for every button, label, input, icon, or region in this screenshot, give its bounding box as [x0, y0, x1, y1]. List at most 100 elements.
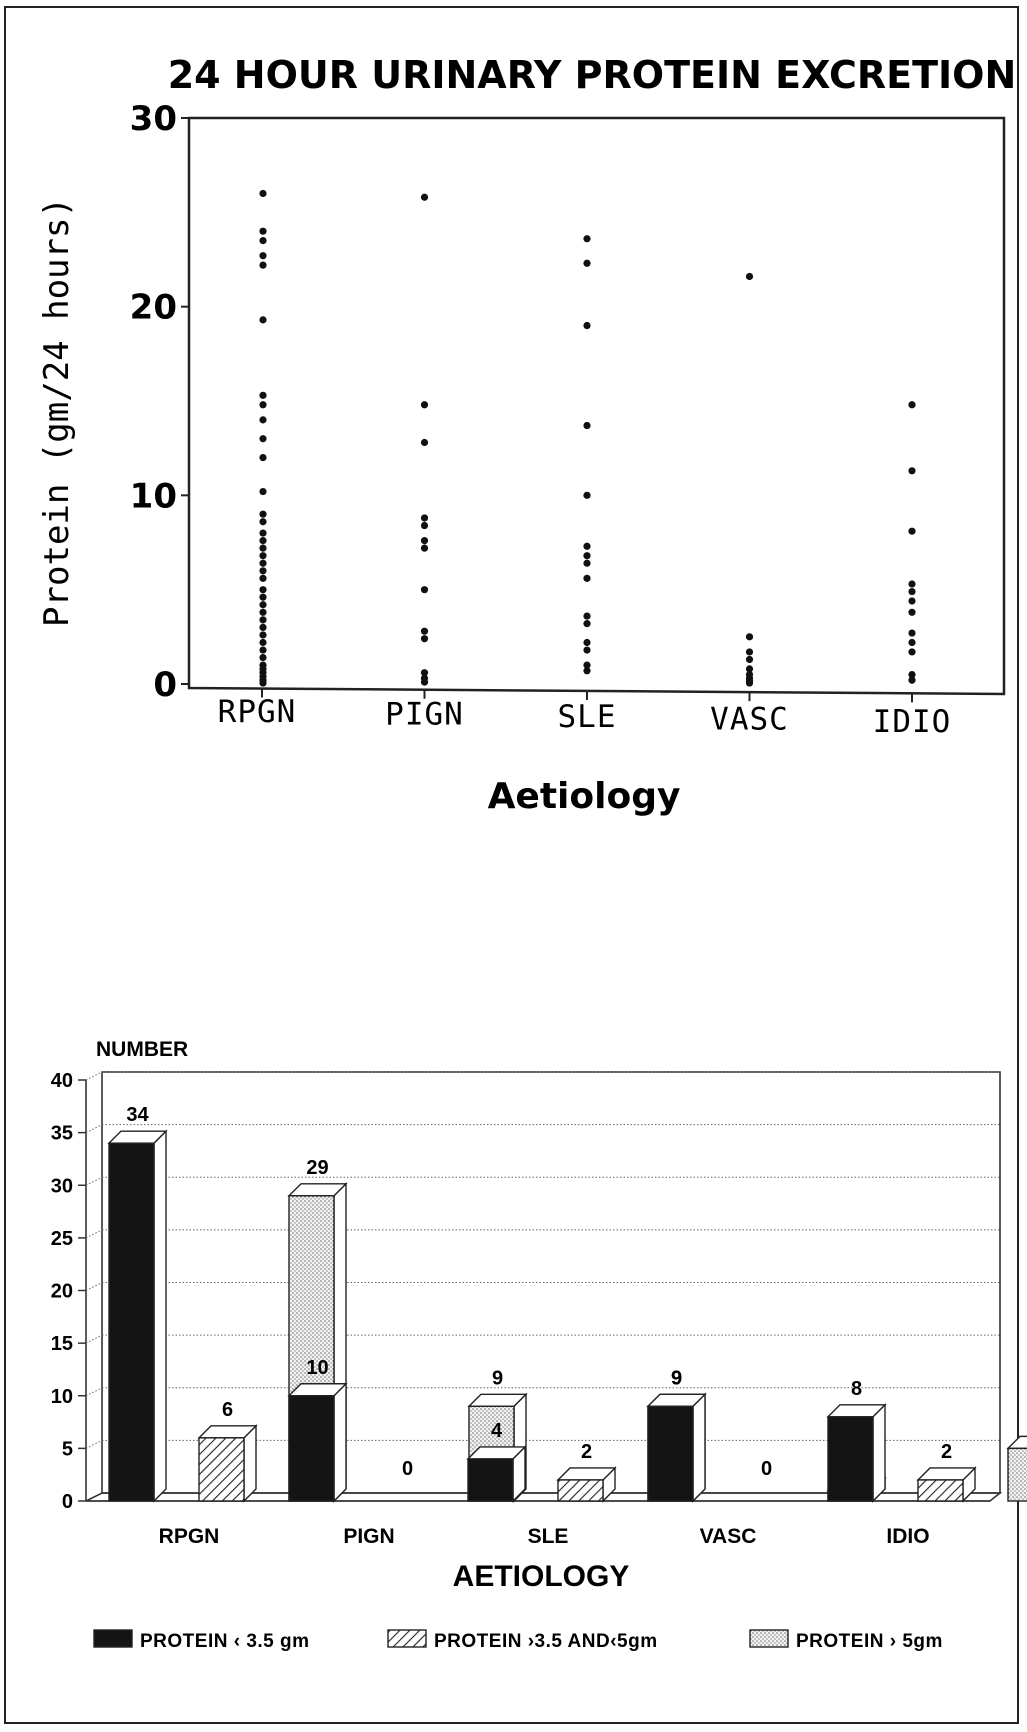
data-point	[745, 633, 754, 641]
data-point	[583, 661, 591, 669]
data-point	[259, 416, 267, 424]
x-tick-label: IDIO	[873, 704, 952, 740]
data-point	[420, 669, 429, 677]
data-point	[908, 401, 916, 409]
data-point	[583, 421, 591, 430]
y-tick-label: 0	[153, 665, 177, 705]
data-point	[259, 567, 267, 575]
data-point	[908, 648, 916, 656]
x-axis-label: Aetiology	[488, 776, 681, 817]
x-tick-label: PIGN	[343, 1525, 394, 1548]
data-point	[420, 521, 429, 530]
legend-swatch	[93, 1629, 133, 1648]
y-tick-label: 25	[51, 1228, 73, 1250]
bar-top-idio	[1006, 1435, 1027, 1450]
data-point	[259, 487, 267, 496]
x-tick-label: RPGN	[218, 694, 297, 730]
legend-swatch	[387, 1629, 427, 1648]
data-point	[420, 401, 429, 409]
data-point	[908, 597, 916, 605]
data-label: 29	[306, 1157, 328, 1179]
gridline-side	[85, 1387, 103, 1397]
gridline-side	[85, 1124, 103, 1134]
data-point	[259, 435, 267, 443]
data-label: 2	[581, 1441, 592, 1463]
bar-pign	[288, 1395, 335, 1502]
data-point	[259, 631, 267, 639]
data-point	[259, 586, 267, 594]
data-point	[420, 514, 429, 522]
data-point	[583, 620, 591, 628]
bar-rpgn	[198, 1437, 245, 1502]
data-point	[583, 235, 591, 243]
data-point	[908, 608, 916, 616]
y-tick-label: 30	[51, 1175, 73, 1197]
data-point	[259, 261, 267, 269]
y-tick-label: 10	[130, 476, 177, 516]
bar-side-pign	[333, 1382, 347, 1503]
bar-rpgn	[108, 1142, 155, 1502]
data-label: 6	[222, 1399, 233, 1421]
gridline-side	[85, 1334, 103, 1344]
data-point	[908, 580, 916, 588]
bar-idio	[827, 1416, 874, 1502]
data-point	[583, 259, 591, 267]
data-point	[259, 679, 267, 687]
data-point	[583, 552, 591, 560]
data-point	[259, 454, 267, 462]
data-point	[908, 670, 916, 679]
plot-frame	[187, 116, 1006, 696]
y-tick-label: 40	[51, 1070, 73, 1092]
y-tick-label: 35	[51, 1123, 73, 1145]
data-point	[745, 648, 754, 656]
data-label: 0	[402, 1458, 413, 1480]
bar-sle	[557, 1479, 604, 1502]
data-point	[420, 544, 429, 552]
data-point	[259, 638, 267, 647]
data-point	[583, 667, 591, 675]
data-point	[583, 646, 591, 654]
data-label: 4	[491, 1420, 503, 1442]
x-tick-label: SLE	[558, 699, 617, 735]
data-point	[259, 237, 267, 245]
data-point	[259, 552, 267, 560]
legend-label: PROTEIN › 5gm	[796, 1631, 943, 1652]
bar-side-vasc	[692, 1392, 706, 1503]
x-tick-label: IDIO	[886, 1525, 929, 1548]
data-point	[583, 542, 591, 550]
data-label: 9	[492, 1367, 503, 1389]
bar-y-axis-label: NUMBER	[96, 1038, 188, 1061]
data-point	[259, 510, 267, 518]
data-point	[908, 629, 916, 637]
gridline-side	[85, 1176, 103, 1186]
data-label: 10	[306, 1357, 328, 1379]
data-point	[583, 612, 591, 620]
data-point	[259, 601, 267, 609]
data-point	[745, 679, 754, 687]
data-point	[583, 574, 591, 582]
data-point	[259, 391, 267, 399]
bar-x-axis-label: AETIOLOGY	[453, 1560, 630, 1593]
data-label: 9	[671, 1367, 682, 1389]
data-label: 34	[126, 1104, 149, 1126]
figure-frame	[4, 6, 1019, 1724]
bar-side-rpgn	[153, 1129, 167, 1503]
y-tick-label: 20	[51, 1281, 73, 1303]
bar-side-idio	[872, 1403, 886, 1503]
data-label: 2	[941, 1441, 952, 1463]
y-tick-label: 10	[51, 1386, 73, 1408]
data-point	[583, 638, 591, 647]
x-tick-label: SLE	[528, 1525, 569, 1548]
data-point	[259, 189, 267, 198]
bar-sle	[467, 1458, 514, 1502]
data-point	[908, 676, 916, 684]
data-point	[259, 559, 267, 567]
data-label: 8	[851, 1378, 862, 1400]
y-axis-label: Protein (gm/24 hours)	[37, 197, 77, 627]
legend-swatch	[749, 1629, 789, 1648]
data-point	[583, 559, 591, 567]
x-tick-label: PIGN	[385, 697, 464, 733]
y-tick-label: 0	[62, 1491, 73, 1513]
data-point	[259, 653, 267, 662]
